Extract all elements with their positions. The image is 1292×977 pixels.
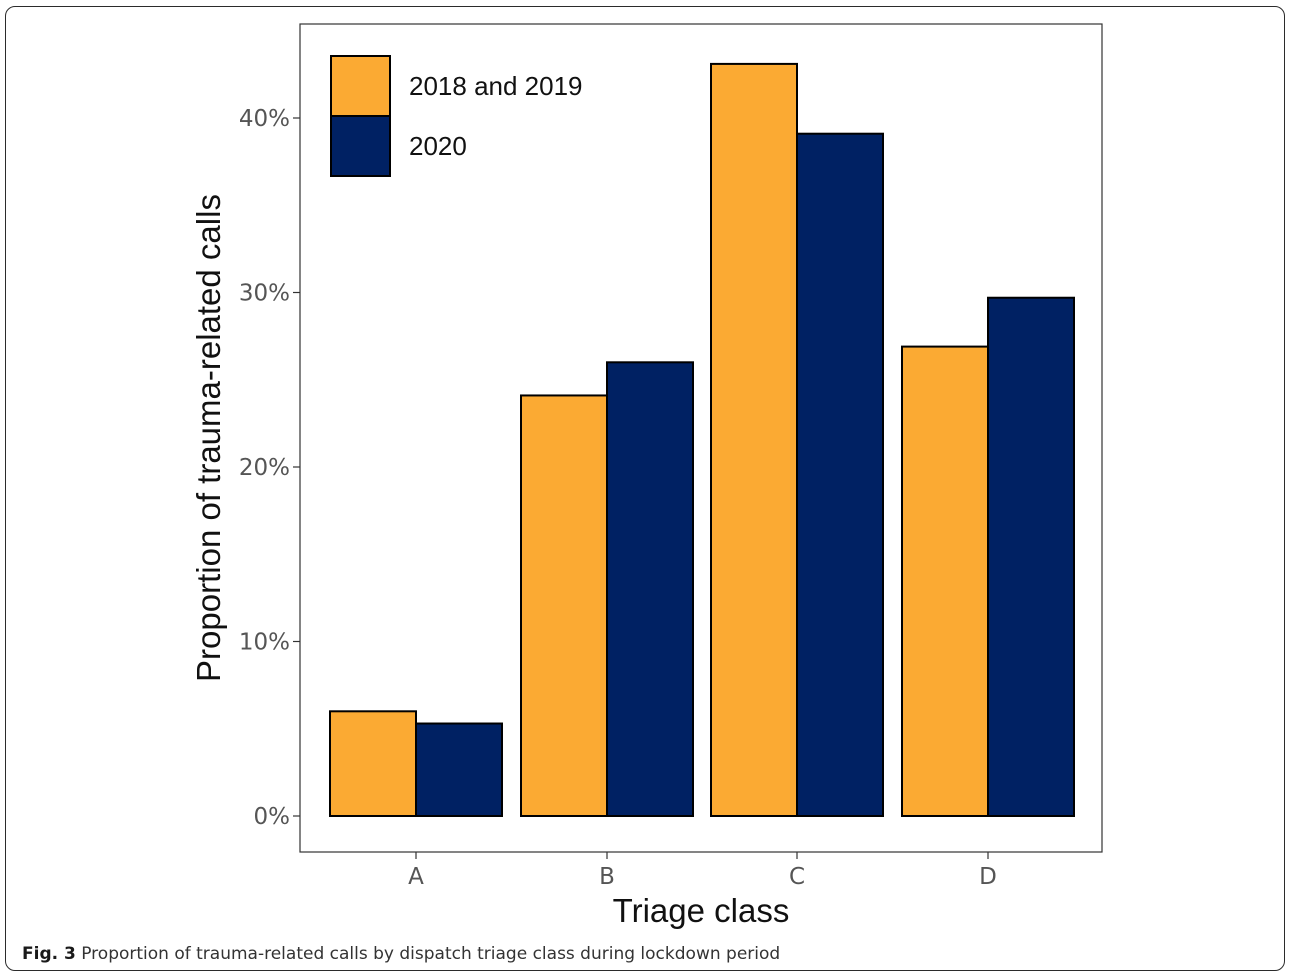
legend-label-series-1: 2018 and 2019 <box>409 71 583 101</box>
legend-key-series-2 <box>330 115 391 177</box>
bar-d-series-1 <box>901 345 989 817</box>
y-tick-label: 40% <box>239 106 290 132</box>
x-tick-label: D <box>979 864 997 890</box>
bars-layer <box>329 62 1075 818</box>
legend: 2018 and 2019 2020 <box>330 55 583 177</box>
x-tick-label: B <box>599 864 615 890</box>
bar-a-series-2 <box>415 722 503 818</box>
bar-c-series-2 <box>796 132 884 817</box>
y-tick-label: 10% <box>239 630 290 656</box>
bar-c-series-1 <box>710 62 798 817</box>
bar-d-series-2 <box>987 296 1075 817</box>
caption-label: Fig. 3 <box>22 944 76 964</box>
y-tick-label: 30% <box>239 281 290 307</box>
y-tick-label: 0% <box>254 804 291 830</box>
bar-chart: 0% 10% 20% 30% 40% A B C D 2018 and 2019 2020 Tr… <box>190 23 1103 929</box>
y-tick-label: 20% <box>239 455 290 481</box>
figure-caption: Fig. 3 Proportion of trauma-related call… <box>22 944 780 964</box>
bar-b-series-1 <box>520 394 608 817</box>
legend-label-series-2: 2020 <box>409 131 467 161</box>
x-axis: A B C D <box>408 852 997 890</box>
bar-b-series-2 <box>606 361 694 817</box>
bar-a-series-1 <box>329 710 417 817</box>
y-axis-title: Proportion of trauma-related calls <box>190 194 227 682</box>
x-tick-label: C <box>789 864 805 890</box>
y-axis: 0% 10% 20% 30% 40% <box>239 106 300 830</box>
caption-text: Proportion of trauma-related calls by di… <box>81 944 781 964</box>
x-axis-title: Triage class <box>613 892 790 929</box>
x-tick-label: A <box>408 864 424 890</box>
legend-key-series-1 <box>330 55 391 117</box>
